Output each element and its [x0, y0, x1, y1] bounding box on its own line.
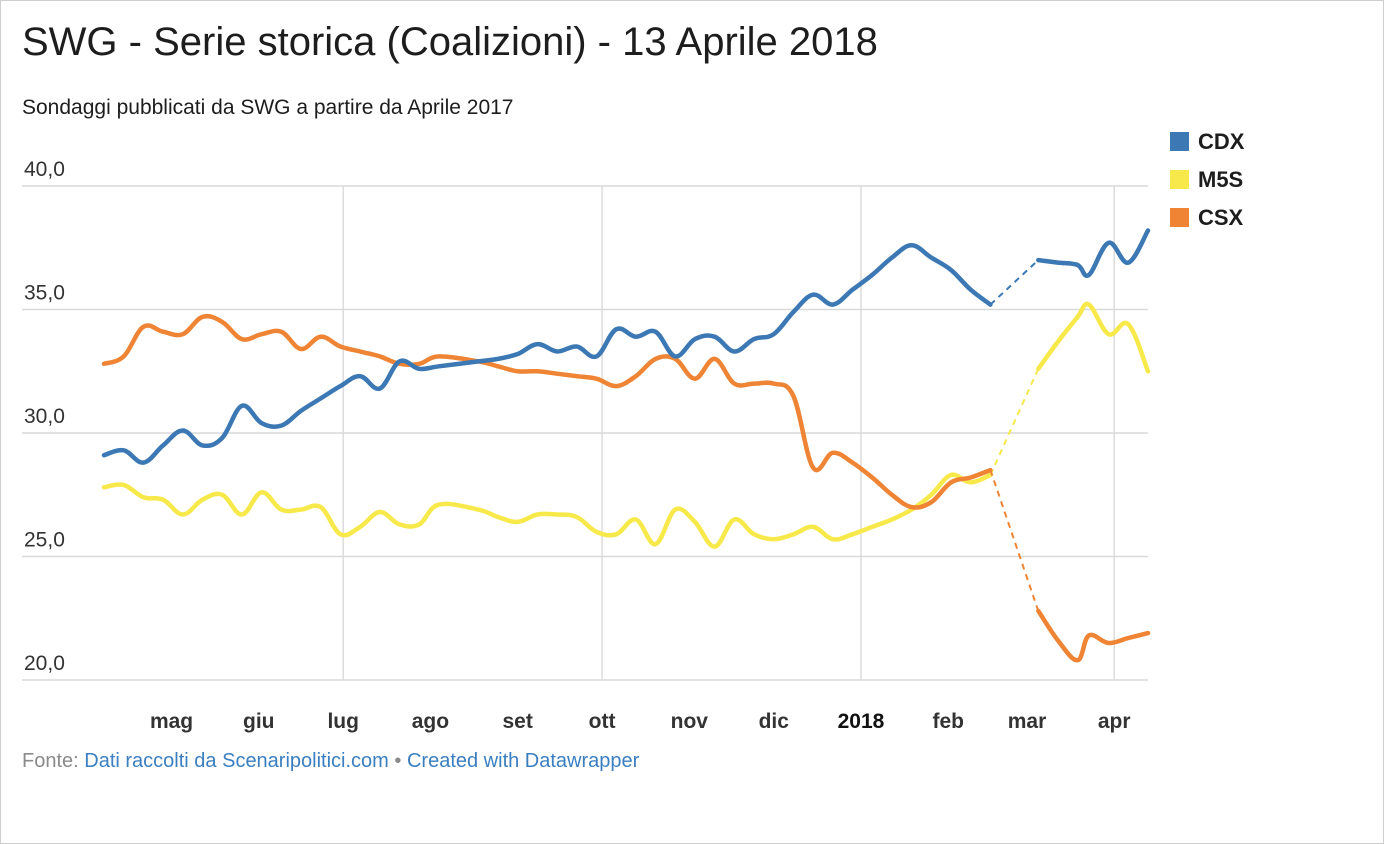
- x-tick-label: ago: [412, 710, 449, 733]
- series-gap-csx: [989, 469, 1040, 612]
- series-gap-m5s: [989, 368, 1040, 476]
- x-tick-label: giu: [243, 710, 275, 733]
- series-lines: [101, 228, 1151, 663]
- series-line-csx-2018: [1036, 608, 1151, 663]
- source-link[interactable]: Dati raccolti da Scenaripolitici.com: [84, 750, 389, 772]
- y-tick-label: 35,0: [24, 282, 65, 305]
- datawrapper-credit-link[interactable]: Created with Datawrapper: [406, 750, 640, 772]
- chart-subtitle: Sondaggi pubblicati da SWG a partire da …: [22, 96, 514, 119]
- y-gridlines: [22, 185, 1148, 681]
- x-tick-label: feb: [932, 710, 964, 733]
- x-tick-label: nov: [671, 710, 709, 733]
- x-axis-labels: mag giu lug ago set ott nov dic 2018 feb mar apr: [150, 710, 1131, 733]
- series-m5s: [101, 301, 1151, 549]
- legend-swatch-cdx: [1170, 132, 1189, 151]
- series-gap-cdx: [989, 259, 1039, 306]
- legend-label-csx: CSX: [1198, 205, 1244, 230]
- series-line-m5s-2017: [101, 472, 993, 549]
- x-tick-label: set: [502, 710, 532, 733]
- x-tick-label: ott: [589, 710, 616, 733]
- series-line-cdx-2017: [101, 243, 993, 465]
- x-tick-label: dic: [759, 710, 790, 733]
- source-prefix: Fonte:: [22, 750, 79, 772]
- legend-swatch-m5s: [1170, 170, 1189, 189]
- footer-separator: •: [394, 750, 402, 772]
- x-tick-label: 2018: [838, 710, 885, 733]
- chart-title: SWG - Serie storica (Coalizioni) - 13 Ap…: [22, 20, 878, 64]
- legend-label-cdx: CDX: [1198, 129, 1245, 154]
- y-axis-labels: 20,0 25,0 30,0 35,0 40,0: [24, 158, 65, 675]
- legend-swatch-csx: [1170, 208, 1189, 227]
- series-line-cdx-2018: [1036, 228, 1151, 278]
- series-cdx: [101, 228, 1151, 465]
- chart-footer: Fonte: Dati raccolti da Scenaripolitici.…: [22, 750, 639, 773]
- x-tick-label: mar: [1008, 710, 1047, 733]
- series-line-m5s-2018: [1036, 301, 1151, 374]
- legend-label-m5s: M5S: [1198, 167, 1243, 192]
- y-tick-label: 30,0: [24, 405, 65, 428]
- series-csx: [101, 313, 1151, 663]
- x-tick-label: mag: [150, 710, 193, 733]
- x-gridlines: [342, 186, 1115, 680]
- legend: CDX M5S CSX: [1170, 129, 1245, 230]
- x-tick-label: apr: [1098, 710, 1131, 733]
- y-tick-label: 20,0: [24, 652, 65, 675]
- x-tick-label: lug: [327, 710, 359, 733]
- y-tick-label: 25,0: [24, 529, 65, 552]
- series-line-csx-2017: [101, 313, 993, 510]
- y-tick-label: 40,0: [24, 158, 65, 181]
